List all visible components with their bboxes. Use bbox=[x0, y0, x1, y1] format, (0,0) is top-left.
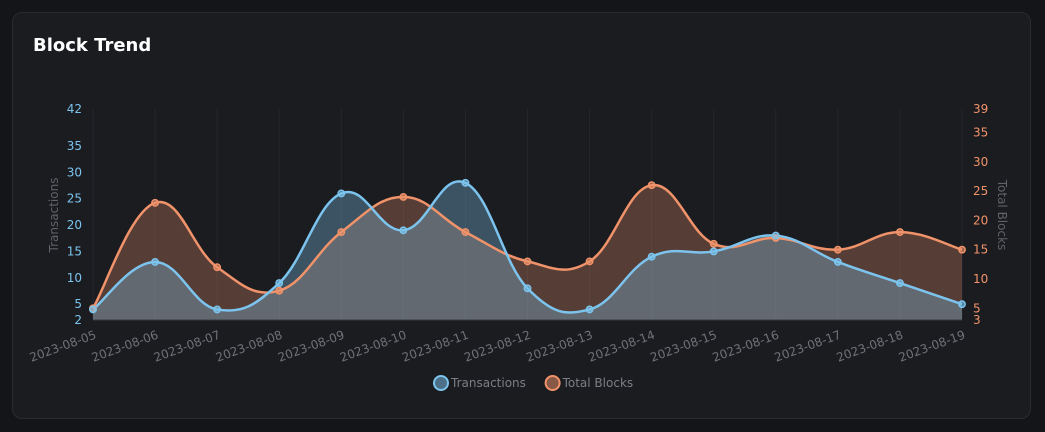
legend-item-total-blocks[interactable]: Total Blocks bbox=[544, 375, 634, 391]
legend-label: Transactions bbox=[450, 376, 526, 390]
x-tick-label: 2023-08-17 bbox=[773, 328, 843, 365]
y-right-tick-label: 10 bbox=[973, 272, 988, 286]
y-right-tick-label: 20 bbox=[973, 213, 988, 227]
total-blocks-point[interactable] bbox=[337, 228, 346, 237]
y-axis-left-title: Transactions bbox=[47, 178, 61, 254]
x-tick-label: 2023-08-13 bbox=[524, 328, 594, 365]
legend-label: Total Blocks bbox=[562, 376, 634, 390]
y-left-tick-label: 10 bbox=[67, 271, 82, 285]
y-left-tick-label: 20 bbox=[67, 218, 82, 232]
chart-title: Block Trend bbox=[33, 35, 152, 56]
x-tick-label: 2023-08-09 bbox=[276, 328, 346, 365]
x-tick-label: 2023-08-18 bbox=[835, 328, 905, 365]
y-right-tick-label: 39 bbox=[973, 102, 988, 116]
total-blocks-point[interactable] bbox=[647, 181, 656, 190]
y-left-tick-label: 30 bbox=[67, 165, 82, 179]
y-axis-right-ticks: 35 10 15 20 25 30 35 39 bbox=[973, 102, 988, 327]
x-tick-label: 2023-08-06 bbox=[90, 328, 160, 365]
total-blocks-point[interactable] bbox=[275, 286, 284, 295]
legend-swatch bbox=[544, 375, 561, 391]
y-axis-right-title: Total Blocks bbox=[995, 179, 1009, 251]
y-left-tick-label: 2 bbox=[74, 313, 82, 327]
x-tick-label: 2023-08-16 bbox=[710, 328, 780, 365]
y-left-tick-label: 5 bbox=[74, 297, 82, 311]
total-blocks-point[interactable] bbox=[709, 239, 718, 248]
transactions-point[interactable] bbox=[213, 305, 222, 314]
y-right-tick-label: 3 bbox=[973, 313, 981, 327]
total-blocks-point[interactable] bbox=[523, 257, 532, 266]
total-blocks-point[interactable] bbox=[151, 198, 160, 207]
x-tick-label: 2023-08-15 bbox=[648, 328, 718, 365]
transactions-point[interactable] bbox=[709, 247, 718, 256]
y-right-tick-label: 25 bbox=[973, 184, 988, 198]
y-right-tick-label: 15 bbox=[973, 243, 988, 257]
transactions-point[interactable] bbox=[833, 258, 842, 266]
y-right-tick-label: 30 bbox=[973, 155, 988, 169]
total-blocks-point[interactable] bbox=[833, 245, 842, 254]
transactions-point[interactable] bbox=[585, 305, 594, 314]
transactions-point[interactable] bbox=[151, 258, 160, 266]
transactions-point[interactable] bbox=[523, 284, 532, 293]
y-left-tick-label: 25 bbox=[67, 192, 82, 206]
transactions-point[interactable] bbox=[958, 300, 966, 309]
legend-item-transactions[interactable]: Transactions bbox=[433, 375, 526, 391]
legend[interactable]: Transactions Total Blocks bbox=[433, 375, 634, 391]
transactions-point[interactable] bbox=[647, 252, 656, 261]
chart-card: Block Trend bbox=[12, 12, 1031, 419]
total-blocks-point[interactable] bbox=[958, 245, 966, 254]
total-blocks-point[interactable] bbox=[895, 228, 904, 237]
total-blocks-point[interactable] bbox=[585, 257, 594, 266]
transactions-point[interactable] bbox=[461, 178, 470, 187]
transactions-point[interactable] bbox=[771, 231, 780, 240]
y-left-tick-label: 15 bbox=[67, 244, 82, 258]
y-left-tick-label: 42 bbox=[67, 102, 82, 116]
x-tick-label: 2023-08-10 bbox=[338, 328, 408, 365]
transactions-point[interactable] bbox=[89, 305, 97, 314]
x-tick-label: 2023-08-14 bbox=[586, 328, 656, 365]
y-right-tick-label: 35 bbox=[973, 125, 988, 139]
x-tick-label: 2023-08-08 bbox=[214, 328, 284, 365]
x-tick-label: 2023-08-19 bbox=[897, 328, 967, 365]
transactions-line bbox=[92, 180, 963, 314]
x-tick-label: 2023-08-07 bbox=[152, 328, 222, 365]
total-blocks-point[interactable] bbox=[399, 192, 408, 201]
y-right-tick-label: 5 bbox=[973, 301, 981, 315]
series-points[interactable] bbox=[89, 178, 966, 314]
y-left-tick-label: 35 bbox=[67, 139, 82, 153]
x-tick-label: 2023-08-11 bbox=[400, 328, 470, 365]
x-tick-label: 2023-08-05 bbox=[28, 328, 98, 365]
transactions-point[interactable] bbox=[895, 279, 904, 288]
transactions-point[interactable] bbox=[337, 189, 346, 198]
total-blocks-point[interactable] bbox=[213, 263, 222, 272]
x-axis-ticks: 2023-08-052023-08-062023-08-072023-08-08… bbox=[28, 328, 967, 365]
total-blocks-area bbox=[93, 185, 962, 320]
x-tick-label: 2023-08-12 bbox=[462, 328, 532, 365]
series-areas bbox=[93, 181, 962, 320]
transactions-point[interactable] bbox=[399, 226, 408, 235]
total-blocks-point[interactable] bbox=[461, 228, 470, 237]
transactions-area bbox=[93, 181, 962, 320]
legend-swatch bbox=[433, 375, 449, 391]
transactions-point[interactable] bbox=[275, 279, 284, 288]
